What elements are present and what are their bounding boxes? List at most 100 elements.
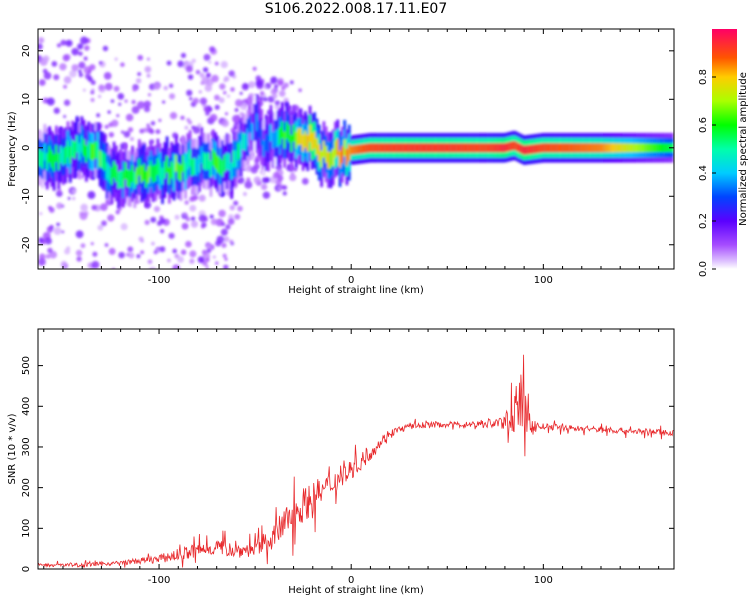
ridge-cell [377, 143, 381, 153]
noise-blob [187, 74, 194, 80]
ridge-cell [103, 153, 107, 171]
ridge-cell [324, 145, 328, 163]
noise-blob [42, 68, 48, 74]
noise-blob [39, 212, 43, 216]
ridge-cell [50, 150, 54, 168]
noise-blob [116, 277, 121, 282]
ridge-cell [108, 164, 111, 182]
ridge-cell [649, 143, 653, 153]
noise-blob [71, 196, 76, 201]
noise-blob [270, 76, 278, 84]
noise-blob [258, 96, 264, 102]
noise-blob [223, 236, 230, 243]
ridge-cell [419, 143, 423, 153]
noise-blob [255, 79, 263, 87]
noise-blob [87, 76, 93, 82]
noise-blob [90, 80, 96, 86]
ridge-cell [557, 143, 561, 153]
noise-blob [131, 105, 140, 114]
ridge-cell [340, 146, 344, 164]
noise-blob [89, 64, 96, 71]
noise-blob [226, 94, 231, 98]
ridge-cell [645, 143, 649, 153]
noise-blob [212, 255, 216, 259]
noise-blob [282, 185, 288, 191]
ridge-cell [643, 143, 646, 153]
ridge-cell [98, 150, 102, 168]
noise-blob [214, 61, 219, 66]
noise-blob [48, 207, 55, 213]
noise-blob [114, 57, 118, 61]
ridge-cell [221, 159, 224, 177]
noise-blob [137, 54, 144, 61]
noise-blob [117, 93, 125, 100]
noise-blob [181, 222, 189, 230]
noise-blob [168, 232, 175, 239]
ridge-cell [48, 145, 51, 163]
ridge-cell [543, 143, 547, 153]
noise-blob [190, 216, 196, 221]
ridge-cell [294, 131, 298, 149]
ridge-cell [562, 143, 566, 153]
ridge-cell [423, 143, 427, 153]
colorbar-tick-label: 0.8 [698, 69, 709, 85]
ridge-cell [656, 143, 660, 153]
noise-blob [202, 67, 209, 73]
noise-blob [104, 124, 109, 129]
noise-blob [263, 86, 267, 90]
ridge-cell [564, 143, 568, 153]
noise-blob [78, 69, 82, 74]
noise-blob [143, 100, 151, 108]
noise-blob [108, 247, 116, 255]
ridge-cell [470, 143, 473, 153]
noise-blob [134, 288, 138, 292]
noise-blob [254, 158, 260, 164]
ridge-cell [615, 143, 619, 153]
noise-blob [101, 220, 107, 227]
ridge-cell [216, 155, 220, 173]
noise-blob [278, 90, 286, 97]
noise-blob [199, 257, 205, 262]
noise-blob [177, 256, 184, 263]
ridge-cell [463, 143, 466, 153]
ridge-cell [317, 144, 321, 162]
ridge-cell [331, 148, 335, 166]
colorbar-tick-label: 0.2 [698, 213, 709, 229]
ridge-cell [566, 143, 570, 153]
ridge-cell [610, 143, 614, 153]
snr-chart: -100 0 100 0 100 200 300 400 500 Height of stra… [7, 328, 675, 596]
noise-blob [107, 110, 111, 114]
ridge-cell [214, 151, 217, 169]
ridge-cell [433, 143, 436, 153]
ridge-cell [502, 143, 506, 153]
ridge-cell [608, 143, 612, 153]
noise-blob [98, 84, 105, 91]
noise-blob [158, 118, 162, 122]
ridge-cell [142, 163, 146, 181]
snr-x-ticks: -100 0 100 [43, 329, 660, 586]
ridge-cell [218, 157, 222, 175]
ridge-cell [629, 143, 632, 153]
noise-blob [211, 74, 219, 83]
ridge-cell [398, 143, 402, 153]
noise-blob [301, 177, 309, 185]
noise-blob [289, 80, 294, 85]
ridge-cell [497, 143, 501, 153]
noise-blob [223, 264, 229, 269]
ridge-cell [304, 130, 307, 148]
noise-blob [155, 129, 161, 135]
ridge-cell [131, 165, 134, 183]
ridge-cell [550, 143, 554, 153]
ridge-cell [334, 141, 337, 159]
ridge-cell [274, 129, 277, 148]
ridge-cell [114, 164, 118, 182]
noise-blob [273, 84, 279, 89]
noise-blob [220, 60, 228, 69]
noise-blob [120, 223, 128, 231]
noise-blob [75, 249, 83, 257]
noise-blob [38, 237, 44, 243]
noise-blob [49, 250, 58, 259]
ridge-cell [444, 143, 448, 153]
noise-blob [96, 113, 101, 118]
noise-blob [150, 216, 157, 223]
